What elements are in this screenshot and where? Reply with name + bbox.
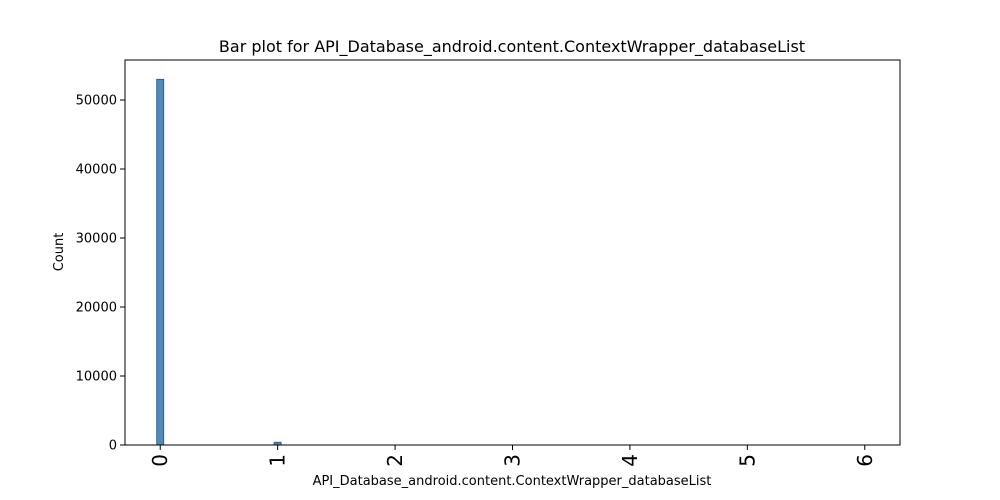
x-tick-label: 6 [853, 454, 877, 467]
x-axis-ticks: 0 1 2 3 4 5 6 [148, 445, 877, 467]
x-tick-label: 0 [148, 454, 172, 467]
x-tick-label: 1 [266, 454, 290, 467]
y-tick-label: 50000 [76, 94, 117, 109]
y-tick-label: 40000 [76, 163, 117, 178]
y-tick-label: 10000 [76, 370, 117, 385]
y-axis-label: Count [52, 233, 67, 272]
chart-title: Bar plot for API_Database_android.conten… [219, 37, 805, 57]
y-axis-ticks: 0 10000 20000 30000 40000 50000 [76, 94, 125, 454]
x-tick-label: 5 [735, 454, 759, 467]
y-tick-label: 20000 [76, 301, 117, 316]
bars-group [156, 78, 282, 446]
x-axis-label: API_Database_android.content.ContextWrap… [313, 474, 712, 489]
x-tick-label: 4 [618, 454, 642, 467]
x-tick-label: 2 [383, 454, 407, 467]
bar-0 [156, 78, 165, 446]
y-tick-label: 30000 [76, 232, 117, 247]
y-tick-label: 0 [109, 439, 117, 454]
plot-area-frame [124, 59, 901, 446]
x-tick-label: 3 [501, 454, 525, 467]
